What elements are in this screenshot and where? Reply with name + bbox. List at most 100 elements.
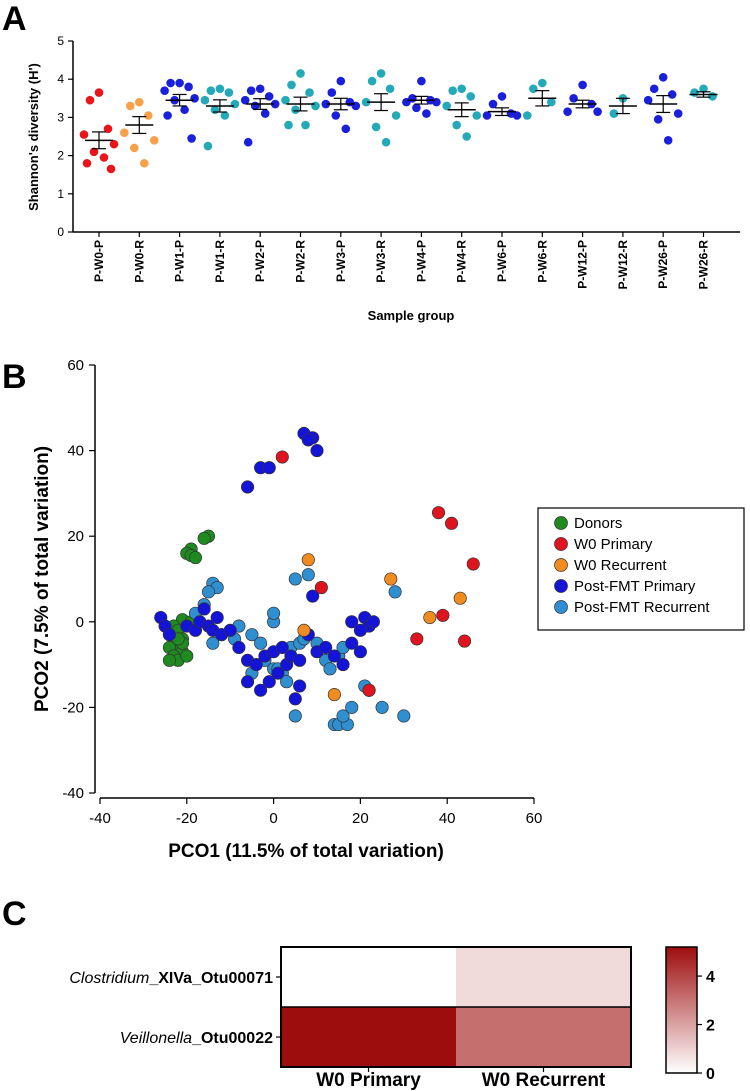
b-data-point: [314, 581, 328, 595]
b-data-point: [288, 692, 302, 706]
a-data-point: [538, 78, 547, 88]
a-data-point: [270, 99, 280, 109]
a-x-tick-label: P-W4-R: [455, 240, 469, 283]
b-data-point: [223, 623, 237, 637]
a-data-point: [452, 120, 462, 130]
b-data-point: [241, 675, 255, 689]
a-data-point: [466, 92, 476, 101]
a-data-point: [94, 88, 104, 97]
a-data-point: [291, 105, 300, 115]
a-data-point: [163, 111, 172, 120]
a-x-tick-label: P-W6-R: [535, 240, 549, 283]
a-data-point: [106, 164, 116, 174]
a-data-point: [305, 88, 314, 97]
a-data-point: [85, 95, 95, 105]
a-x-tick-label: P-W2-P: [253, 240, 267, 282]
a-x-tick-label: P-W4-P: [414, 240, 428, 282]
a-data-point: [109, 139, 119, 149]
b-data-point: [162, 628, 176, 642]
a-x-tick-label: P-W0-P: [92, 240, 106, 282]
b-data-point: [306, 589, 320, 603]
a-data-point: [658, 72, 668, 82]
b-data-point: [188, 551, 203, 565]
a-data-point: [376, 69, 386, 78]
a-data-point: [140, 158, 149, 168]
b-data-point: [288, 709, 302, 723]
b-legend-marker: [554, 558, 568, 572]
a-data-point: [287, 80, 296, 90]
b-data-point: [280, 675, 294, 689]
a-data-point: [296, 69, 305, 78]
b-y-tick-label: -20: [62, 699, 84, 716]
b-data-point: [293, 679, 307, 693]
a-data-point: [563, 107, 572, 116]
a-data-point: [371, 122, 381, 132]
b-x-tick-label: 20: [352, 810, 369, 827]
a-y-tick-label: 1: [57, 187, 64, 201]
a-data-point: [210, 105, 220, 115]
panel-c-heatmap: Clostridium_XIVa_Otu00071 Veillonella_Otu…: [69, 946, 715, 1091]
a-data-point: [457, 84, 467, 94]
a-data-point: [311, 101, 320, 111]
a-data-point: [569, 94, 578, 103]
a-data-point: [79, 130, 89, 139]
a-data-point: [609, 109, 619, 118]
b-data-point: [245, 628, 259, 642]
b-data-point: [431, 506, 446, 520]
a-data-point: [391, 111, 401, 120]
b-data-point: [453, 591, 467, 605]
b-legend-marker: [554, 516, 568, 530]
a-data-point: [512, 111, 522, 120]
a-data-point: [246, 86, 256, 95]
b-data-point: [162, 653, 176, 667]
a-data-point: [187, 134, 196, 143]
a-data-point: [547, 97, 556, 107]
c-colorbar-tick-label: 2: [706, 1018, 715, 1035]
a-x-tick-label: P-W26-R: [697, 240, 711, 290]
a-data-point: [99, 153, 109, 162]
b-data-point: [275, 640, 289, 655]
a-x-tick-label: P-W3-P: [334, 240, 348, 282]
a-data-point: [240, 95, 250, 105]
b-legend-label: Post-FMT Primary: [574, 578, 696, 595]
a-data-point: [321, 99, 331, 109]
a-y-axis-label: Shannon's diversity (H'): [26, 63, 41, 211]
c-heatmap-cell: [456, 947, 631, 1007]
a-data-point: [448, 86, 458, 95]
a-data-point: [203, 141, 213, 151]
a-data-point: [301, 120, 310, 130]
a-data-point: [284, 120, 293, 130]
a-data-point: [215, 84, 225, 94]
b-data-point: [310, 444, 324, 458]
b-data-point: [336, 709, 350, 723]
b-data-point: [206, 636, 220, 650]
a-data-point: [200, 95, 210, 105]
b-data-point: [323, 662, 337, 676]
b-data-point: [180, 649, 194, 663]
a-data-point: [482, 111, 492, 120]
a-data-point: [523, 111, 532, 120]
b-data-point: [288, 572, 302, 586]
a-y-tick-label: 4: [57, 72, 64, 86]
a-data-point: [230, 99, 240, 109]
b-data-point: [458, 634, 472, 648]
b-legend-box: [537, 507, 745, 631]
a-data-point: [529, 84, 538, 94]
a-x-axis-label: Sample group: [368, 308, 455, 323]
b-data-point: [384, 572, 398, 586]
b-y-axis-label: PCO2 (7.5% of total variation): [32, 446, 53, 712]
b-data-point: [436, 608, 450, 622]
b-data-point: [388, 585, 402, 599]
a-y-tick-label: 3: [57, 110, 64, 124]
a-data-point: [224, 88, 234, 97]
b-data-point: [293, 653, 307, 667]
b-data-point: [327, 688, 341, 702]
a-data-point: [126, 101, 135, 111]
a-data-point: [166, 78, 175, 88]
b-data-point: [319, 640, 333, 655]
b-data-point: [197, 602, 211, 616]
a-data-point: [417, 76, 426, 86]
b-x-tick-label: 40: [439, 810, 456, 827]
c-col-label: W0 Primary: [316, 1070, 421, 1091]
